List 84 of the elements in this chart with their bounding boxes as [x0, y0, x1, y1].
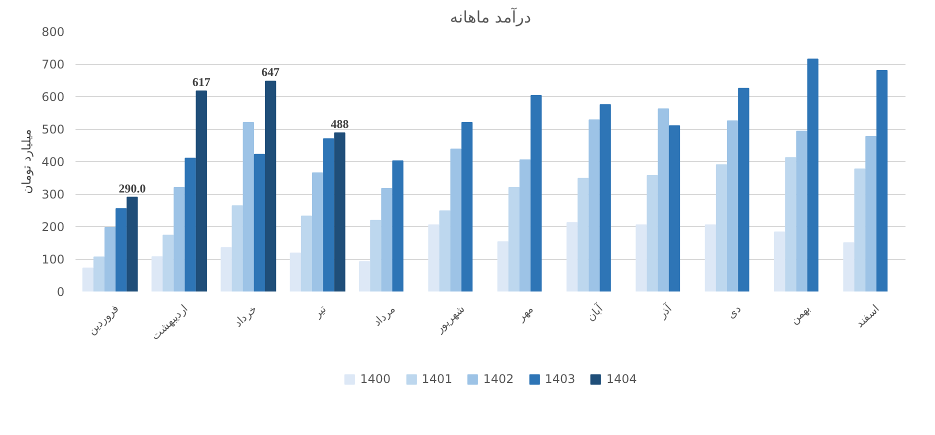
data-label: 488 [330, 116, 349, 131]
bar [508, 187, 520, 292]
chart-title: درآمد ماهانه [450, 6, 532, 26]
bar [726, 120, 738, 292]
legend-label: 1402 [483, 372, 514, 386]
bar [600, 104, 611, 292]
bar [254, 154, 266, 292]
bar [93, 256, 105, 292]
bar [162, 234, 174, 292]
bar [566, 222, 578, 292]
legend-label: 1400 [360, 372, 391, 386]
bar [876, 70, 888, 292]
bar [126, 196, 138, 292]
bar [264, 80, 276, 292]
bar [82, 268, 94, 292]
x-tick-label: اردیبهشت [149, 303, 190, 343]
bar [174, 187, 185, 292]
y-tick-label: 500 [42, 122, 64, 136]
bar [370, 220, 382, 292]
x-tick-label: تیر [310, 303, 329, 321]
bar [578, 178, 589, 292]
bar [658, 108, 670, 292]
x-tick-label: مرداد [371, 303, 398, 329]
bar [497, 241, 509, 292]
bar [300, 216, 312, 292]
bar [323, 138, 334, 292]
bar [439, 210, 450, 292]
legend-label: 1401 [422, 372, 452, 386]
data-label: 617 [192, 74, 210, 89]
y-tick-label: 600 [42, 90, 64, 104]
data-label: 290.0 [118, 181, 146, 196]
bar [392, 160, 404, 292]
y-tick-label: 300 [42, 188, 64, 202]
bar [785, 157, 796, 292]
y-tick-label: 100 [42, 252, 64, 266]
bar [519, 159, 531, 292]
x-tick-label: مهر [514, 303, 536, 324]
bar [242, 122, 254, 292]
y-tick-label: 800 [42, 25, 64, 39]
x-tick-label: آذر [655, 302, 676, 322]
bar [796, 130, 808, 292]
x-tick-label: شهریور [433, 303, 467, 336]
bar [116, 208, 127, 292]
bar [152, 256, 163, 292]
bar [646, 174, 658, 292]
bar [704, 224, 716, 292]
bar [312, 172, 324, 292]
y-tick-label: 0 [56, 285, 65, 299]
x-tick-label: اسفند [854, 303, 882, 330]
bar [381, 188, 392, 292]
bar [530, 95, 542, 292]
bar [220, 247, 232, 292]
bar [184, 158, 196, 292]
data-label: 647 [262, 65, 280, 80]
bar [854, 168, 866, 292]
bar [636, 224, 647, 292]
bar [450, 148, 462, 292]
bar [428, 224, 440, 292]
bar [774, 232, 786, 292]
bar [196, 90, 207, 292]
x-tick-label: خرداد [232, 303, 260, 330]
bar [334, 132, 346, 292]
x-tick-label: بهمن [788, 303, 813, 327]
bar [588, 119, 600, 292]
x-tick-label: آبان [584, 302, 606, 324]
bar [668, 125, 680, 292]
legend-label: 1403 [544, 372, 576, 386]
bar [738, 88, 750, 292]
bar [290, 252, 302, 292]
bar [807, 58, 818, 292]
bar [865, 136, 877, 292]
y-tick-label: 200 [42, 220, 64, 234]
x-tick-label: فروردین [86, 303, 122, 338]
y-axis-title: میلیارد تومان [20, 129, 34, 194]
bar [843, 242, 854, 292]
x-tick-label: دی [725, 303, 744, 322]
bar [716, 164, 728, 292]
bar [461, 122, 473, 292]
y-tick-label: 700 [42, 58, 64, 72]
y-tick-label: 400 [42, 155, 64, 169]
bar [359, 261, 370, 292]
bar [104, 226, 116, 292]
legend-label: 1404 [606, 372, 637, 386]
bar [232, 205, 243, 292]
